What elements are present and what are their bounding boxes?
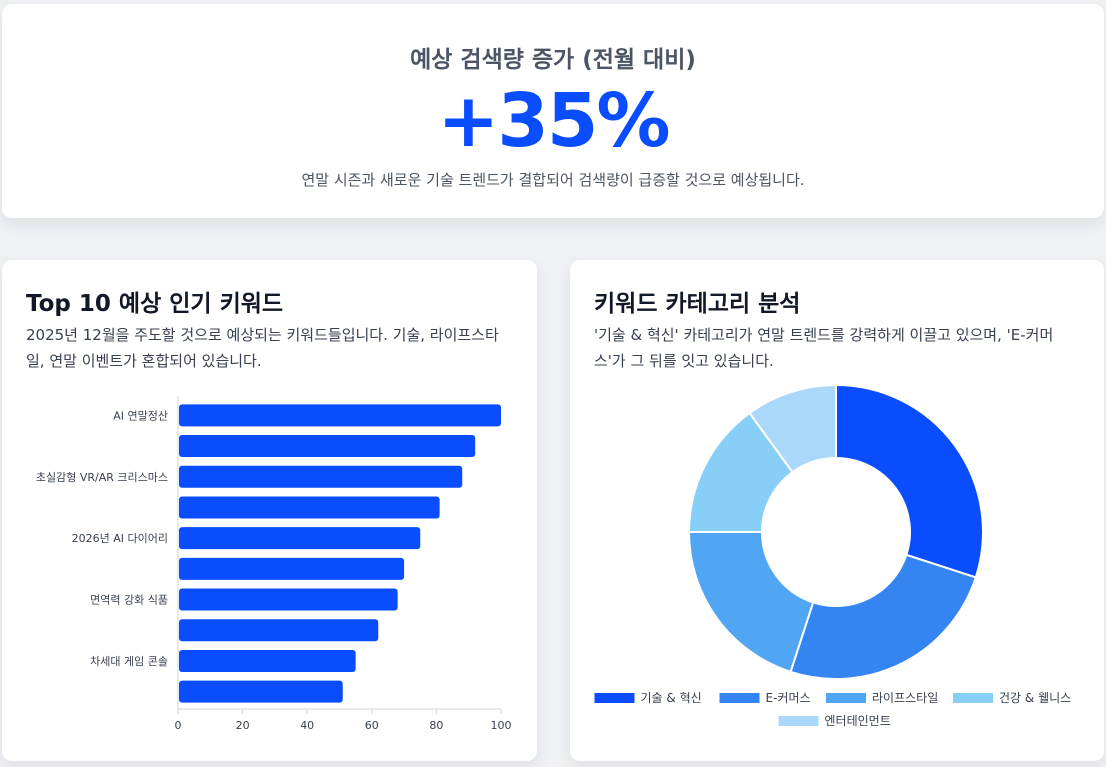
x-tick-label: 100 (491, 719, 512, 732)
x-tick-label: 0 (175, 719, 182, 732)
bar (179, 680, 343, 703)
legend-swatch (594, 693, 635, 703)
bar-category-label: 차세대 게임 콘솔 (90, 655, 168, 668)
donut-slice (687, 531, 815, 674)
legend-label: 라이프스타일 (872, 691, 938, 705)
bar (179, 527, 421, 550)
bar (179, 496, 440, 519)
keywords-title: Top 10 예상 인기 키워드 (26, 291, 284, 317)
x-tick-label: 80 (429, 719, 443, 732)
legend-label: 기술 & 혁신 (641, 691, 702, 705)
summary-value: +35% (437, 78, 670, 164)
summary-title: 예상 검색량 증가 (전월 대비) (410, 47, 696, 73)
summary-description: 연말 시즌과 새로운 기술 트렌드가 결합되어 검색량이 급증할 것으로 예상됩… (301, 171, 805, 189)
bar (179, 404, 501, 427)
bar (179, 619, 379, 642)
keywords-description: 2025년 12월을 주도할 것으로 예상되는 키워드들입니다. 기술, 라이프… (26, 326, 499, 370)
bar (179, 435, 476, 458)
bar-category-label: AI 연말정산 (113, 409, 168, 422)
bar (179, 465, 463, 488)
legend-swatch (953, 693, 993, 703)
keywords-card: Top 10 예상 인기 키워드 2025년 12월을 주도할 것으로 예상되는… (2, 260, 537, 761)
legend-swatch (826, 693, 866, 703)
summary-card: 예상 검색량 증가 (전월 대비) +35% 연말 시즌과 새로운 기술 트렌드… (2, 4, 1104, 218)
bar (179, 557, 405, 580)
donut-slice (748, 383, 837, 474)
bar (179, 588, 398, 611)
donut-slice (835, 383, 984, 579)
legend-label: 엔터테인먼트 (825, 714, 891, 728)
x-tick-label: 20 (236, 719, 250, 732)
legend-label: 건강 & 웰니스 (999, 691, 1071, 705)
legend-swatch (778, 716, 819, 726)
category-card: 키워드 카테고리 분석 '기술 & 혁신' 카테고리가 연말 트렌드를 강력하게… (570, 260, 1104, 761)
bar-category-label: 초실감형 VR/AR 크리스마스 (36, 471, 168, 484)
category-title: 키워드 카테고리 분석 (594, 291, 801, 317)
x-tick-label: 40 (300, 719, 314, 732)
legend-label: E-커머스 (766, 691, 811, 705)
donut-slice (789, 553, 978, 680)
category-description: '기술 & 혁신' 카테고리가 연말 트렌드를 강력하게 이끌고 있으며, 'E… (594, 326, 1054, 370)
x-tick-label: 60 (365, 719, 379, 732)
legend-swatch (719, 693, 760, 703)
bar-category-label: 2026년 AI 다이어리 (72, 532, 168, 545)
bar-category-label: 면역력 강화 식품 (90, 594, 168, 607)
bar (179, 649, 356, 672)
